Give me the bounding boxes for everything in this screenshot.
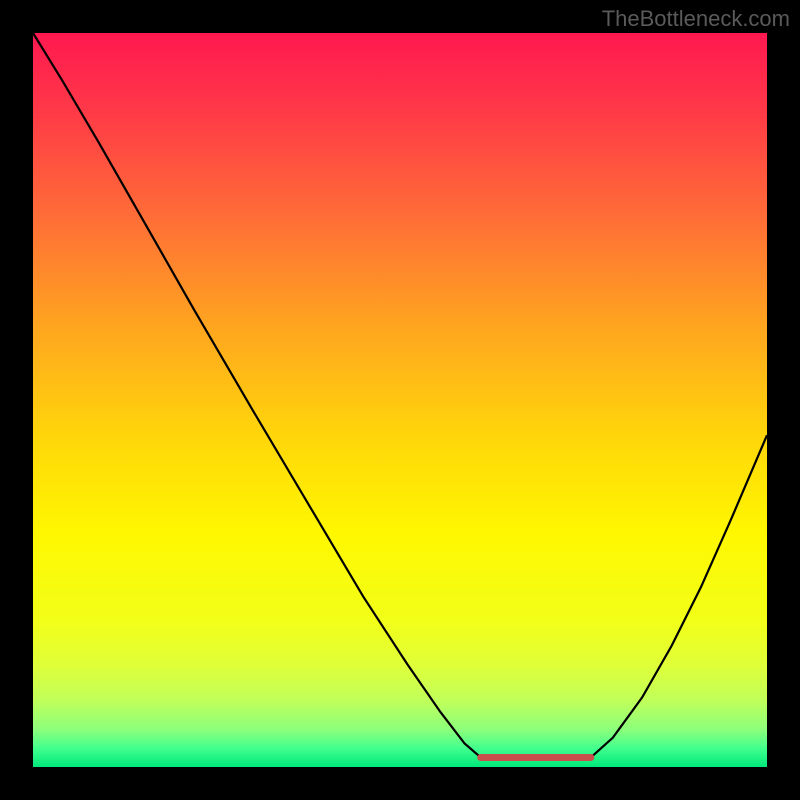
chart-svg <box>33 33 767 767</box>
plot-area <box>33 33 767 767</box>
watermark-text: TheBottleneck.com <box>602 6 790 32</box>
gradient-background <box>33 33 767 767</box>
chart-container: TheBottleneck.com <box>0 0 800 800</box>
